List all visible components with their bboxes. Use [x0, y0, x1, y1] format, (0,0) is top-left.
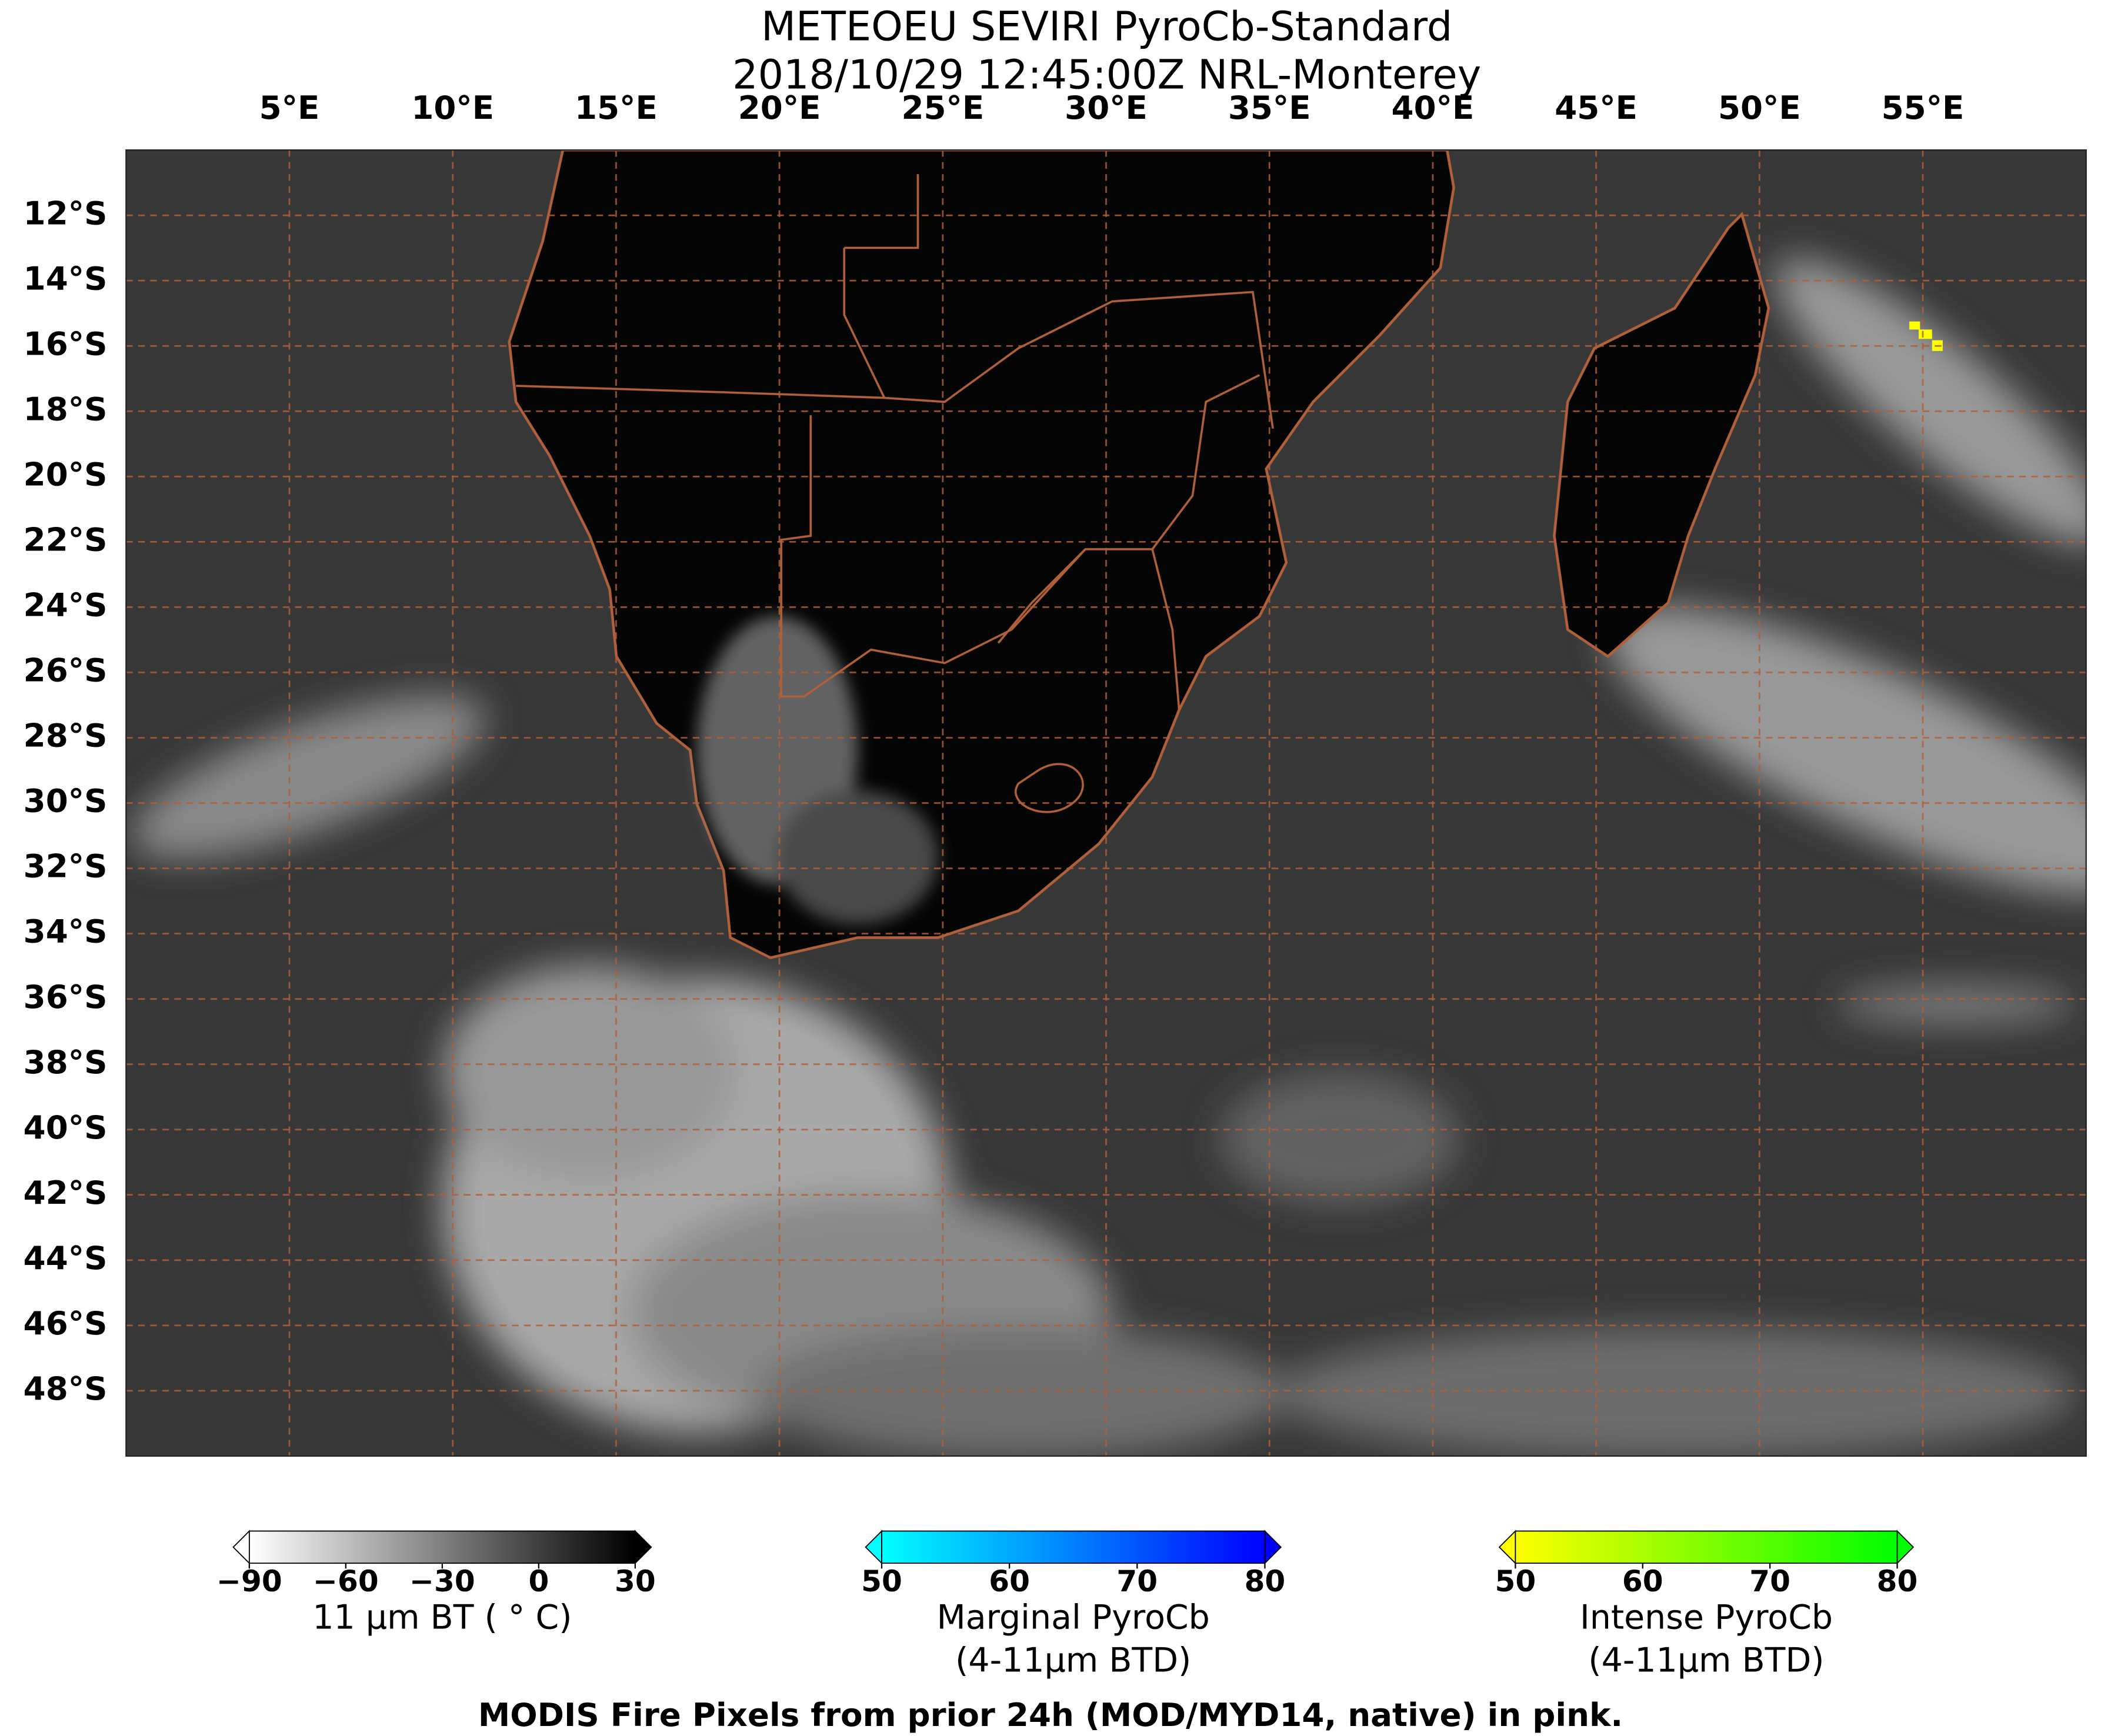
- lon-label: 15°E: [575, 89, 658, 126]
- lat-label: 36°S: [24, 978, 108, 1016]
- colorbar-tick-label: 50: [1495, 1564, 1536, 1598]
- madagascar: [1553, 212, 1770, 658]
- lat-label: 44°S: [24, 1239, 108, 1277]
- lon-label: 10°E: [411, 89, 494, 126]
- lat-label: 34°S: [24, 913, 108, 950]
- lon-label: 5°E: [259, 89, 320, 126]
- lat-label: 16°S: [24, 325, 108, 362]
- lat-label: 46°S: [24, 1304, 108, 1342]
- colorbar-tick-label: 60: [1622, 1564, 1663, 1598]
- footer: MODIS Fire Pixels from prior 24h (MOD/MY…: [478, 1696, 1623, 1734]
- colorbar-label: 11 μm BT ( ° C): [312, 1598, 572, 1637]
- lon-label: 20°E: [738, 89, 821, 126]
- colorbar: [1515, 1530, 1898, 1564]
- lat-label: 30°S: [24, 782, 108, 820]
- lon-label: 55°E: [1882, 89, 1965, 126]
- colorbar-low-extend: [865, 1530, 882, 1565]
- colorbar-label: Intense PyroCb: [1580, 1598, 1833, 1637]
- lon-label: 45°E: [1555, 89, 1638, 126]
- lat-label: 32°S: [24, 847, 108, 885]
- lat-label: 12°S: [24, 194, 108, 232]
- title: METEOEU SEVIRI PyroCb-Standard: [761, 4, 1452, 51]
- colorbar-tick-label: 80: [1245, 1564, 1286, 1598]
- colorbar: [881, 1530, 1266, 1564]
- colorbar-high-extend: [1264, 1530, 1282, 1565]
- lat-label: 26°S: [24, 652, 108, 689]
- lon-label: 40°E: [1392, 89, 1475, 126]
- colorbar-tick-label: 30: [615, 1564, 656, 1598]
- colorbar-label: Marginal PyroCb: [937, 1598, 1210, 1637]
- colorbars: −90 −60 −30 0 30 11 μm BT ( ° C) 50 60 70 80 Margi…: [216, 1530, 1918, 1680]
- colorbar-tick-label: −30: [409, 1564, 475, 1598]
- colorbar-tick-label: 50: [861, 1564, 902, 1598]
- colorbar-high-extend: [1896, 1530, 1915, 1565]
- lat-label: 24°S: [24, 586, 108, 624]
- map-frame: [125, 149, 2087, 1457]
- lat-label: 14°S: [24, 259, 108, 297]
- lon-label: 35°E: [1228, 89, 1311, 126]
- lat-label: 42°S: [24, 1174, 108, 1211]
- lon-label: 50°E: [1718, 89, 1801, 126]
- colorbar-tick-label: −90: [216, 1564, 282, 1598]
- colorbar-tick-label: 0: [528, 1564, 549, 1598]
- colorbar-tick-label: −60: [313, 1564, 379, 1598]
- colorbar-tick-label: 60: [989, 1564, 1030, 1598]
- lon-label: 30°E: [1065, 89, 1148, 126]
- colorbar-low-extend: [232, 1530, 250, 1565]
- colorbar-low-extend: [1498, 1530, 1516, 1565]
- colorbar-high-extend: [634, 1530, 652, 1565]
- lat-label: 38°S: [24, 1043, 108, 1081]
- lat-label: 18°S: [24, 390, 108, 428]
- lat-label: 40°S: [24, 1109, 108, 1146]
- subtitle: 2018/10/29 12:45:00Z NRL-Monterey: [732, 52, 1481, 99]
- lon-label: 25°E: [901, 89, 984, 126]
- lat-label: 28°S: [24, 717, 108, 755]
- colorbar-label: (4-11μm BTD): [955, 1641, 1191, 1680]
- colorbar: [248, 1530, 636, 1564]
- colorbar-tick-label: 70: [1749, 1564, 1790, 1598]
- lat-label: 22°S: [24, 520, 108, 558]
- lat-label: 48°S: [24, 1370, 108, 1407]
- graticule: [126, 150, 2086, 1456]
- colorbar-tick-label: 80: [1877, 1564, 1918, 1598]
- lat-label: 20°S: [24, 455, 108, 493]
- colorbar-tick-label: 70: [1116, 1564, 1158, 1598]
- borders: [516, 174, 1274, 813]
- colorbar-label: (4-11μm BTD): [1588, 1641, 1824, 1680]
